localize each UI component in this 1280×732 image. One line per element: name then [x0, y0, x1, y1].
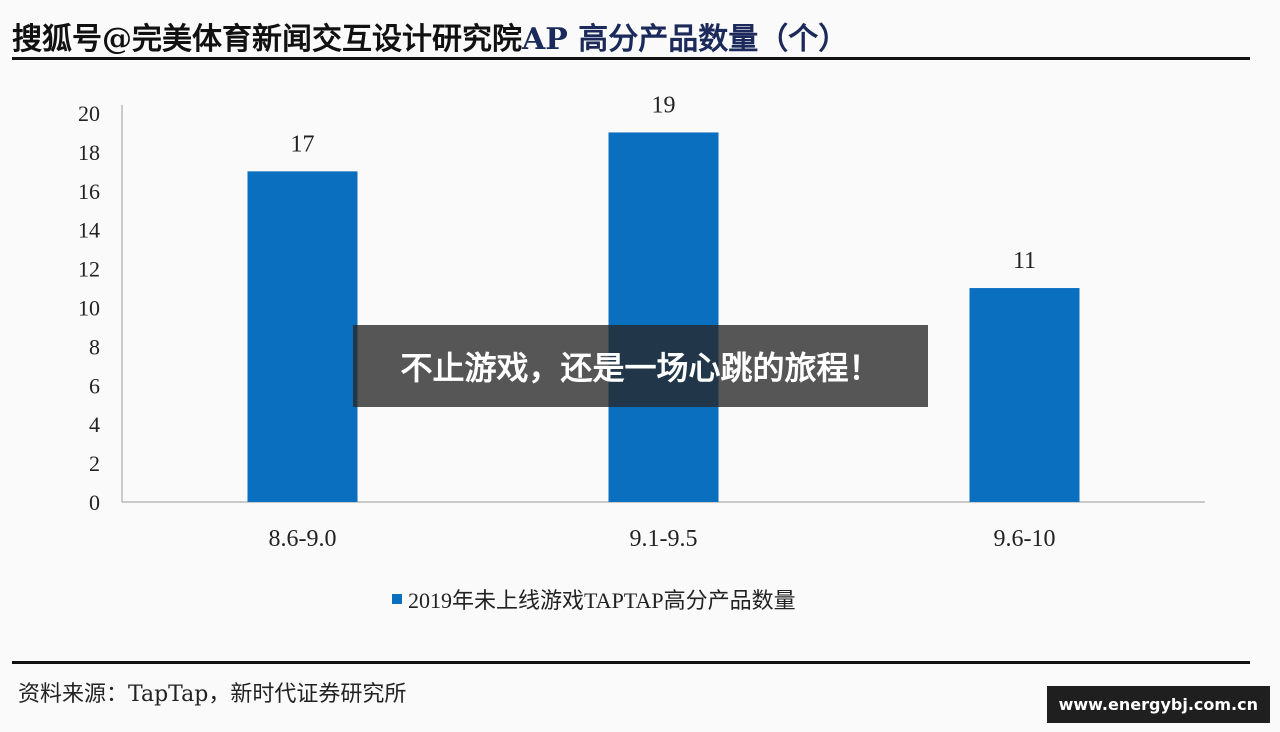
y-tick-label: 2 — [89, 451, 100, 476]
y-tick-label: 14 — [78, 218, 100, 243]
title-text: AP 高分产品数量（个） — [522, 22, 849, 57]
x-tick-label: 9.6-10 — [994, 526, 1056, 552]
data-label: 11 — [1013, 248, 1036, 274]
y-tick-label: 16 — [78, 179, 100, 204]
y-tick-label: 8 — [89, 334, 100, 359]
legend-swatch — [392, 594, 402, 604]
overlay-banner: 不止游戏，还是一场心跳的旅程！ — [353, 325, 928, 407]
bar — [608, 132, 719, 502]
x-tick-label: 8.6-9.0 — [269, 526, 337, 552]
bar — [247, 171, 358, 502]
data-label: 17 — [291, 131, 315, 157]
data-label: 19 — [652, 92, 676, 118]
bottom-rule — [12, 661, 1250, 664]
site-watermark[interactable]: www.energybj.com.cn — [1046, 686, 1270, 723]
top-rule — [12, 57, 1250, 60]
y-tick-label: 0 — [89, 490, 100, 515]
y-tick-label: 4 — [89, 412, 100, 437]
y-tick-label: 20 — [78, 101, 100, 126]
source-note: 资料来源：TapTap，新时代证券研究所 — [18, 682, 407, 707]
y-tick-label: 10 — [78, 296, 100, 321]
watermark-text: 搜狐号@完美体育新闻交互设计研究院 — [12, 22, 522, 57]
legend-label: 2019年未上线游戏TAPTAP高分产品数量 — [408, 588, 796, 613]
x-tick-label: 9.1-9.5 — [630, 526, 698, 552]
y-tick-label: 18 — [78, 140, 100, 165]
chart-title: 搜狐号@完美体育新闻交互设计研究院AP 高分产品数量（个） — [12, 14, 848, 58]
y-tick-label: 12 — [78, 257, 100, 282]
y-tick-label: 6 — [89, 373, 100, 398]
bar — [969, 288, 1080, 502]
